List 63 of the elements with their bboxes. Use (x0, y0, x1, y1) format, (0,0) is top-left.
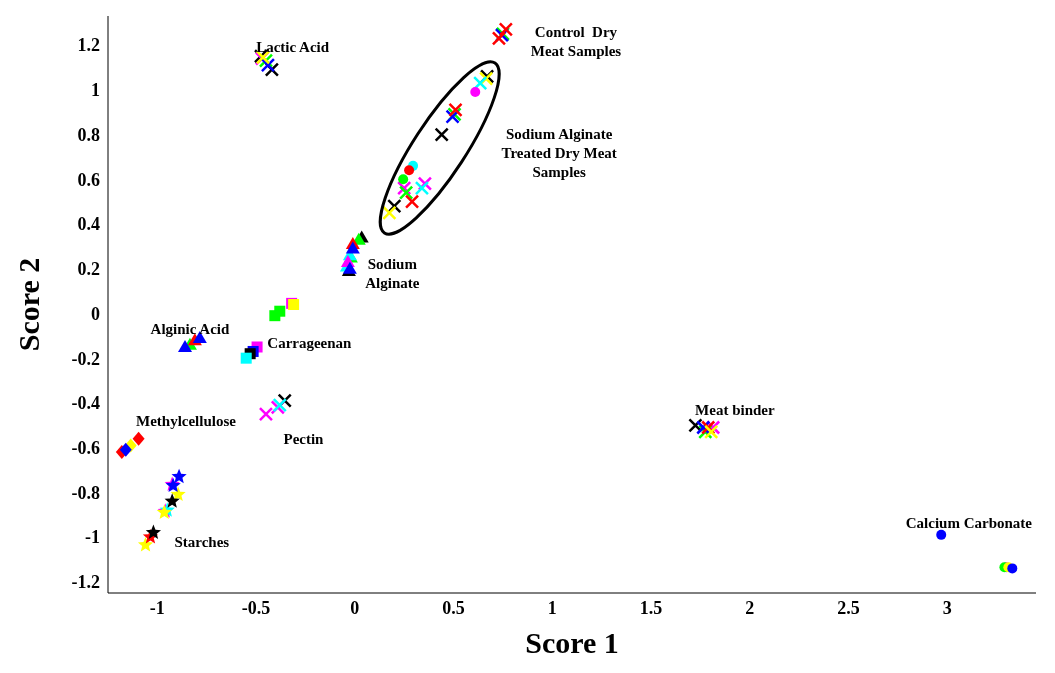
point (345, 241, 360, 254)
x-tick-label: -1 (149, 597, 165, 618)
x-tick-label: 1.5 (639, 597, 663, 618)
x-tick-label: 0.5 (442, 597, 465, 618)
point (498, 22, 514, 37)
annotation: Sodium Alginate (365, 256, 420, 292)
annotation: Control Dry Meat Samples (530, 23, 622, 59)
point (936, 529, 947, 540)
y-tick-label: -0.6 (71, 438, 100, 459)
x-tick-label: 1 (547, 597, 557, 618)
annotation: Lactic Acid (256, 39, 330, 56)
point (137, 536, 154, 552)
point (382, 205, 397, 221)
annotation: Starches (174, 533, 230, 550)
y-tick-label: 0.6 (77, 169, 100, 190)
y-tick-label: 0.4 (77, 214, 100, 235)
point (414, 180, 430, 196)
x-tick-label: 2 (745, 597, 755, 618)
point (178, 339, 192, 352)
point (398, 174, 409, 185)
annotation: Meat binder (695, 401, 776, 418)
y-tick-label: 0.2 (77, 259, 100, 280)
point (491, 31, 507, 46)
y-tick-label: 0 (91, 303, 100, 324)
annotation: Carrageenan (267, 334, 353, 351)
point (404, 194, 420, 209)
point (472, 75, 488, 91)
point (434, 127, 449, 142)
point (240, 352, 252, 364)
x-tick-label: 2.5 (837, 597, 860, 618)
y-tick-label: 0.8 (77, 124, 100, 145)
point (171, 468, 187, 484)
point (258, 406, 274, 422)
point (145, 524, 162, 540)
x-tick-label: 0 (350, 597, 360, 618)
point (132, 431, 145, 446)
y-axis-title: Score 2 (11, 257, 45, 352)
point (170, 486, 186, 502)
annotation: Methylcellulose (136, 412, 237, 429)
point (404, 165, 415, 176)
y-tick-label: -0.4 (71, 393, 100, 414)
y-tick-label: 1 (91, 80, 100, 101)
point (1007, 563, 1018, 574)
x-tick-label: -0.5 (241, 597, 271, 618)
annotation: Sodium Alginate Treated Dry Meat Samples (501, 126, 617, 181)
annotation: Calcium Carbonate (905, 514, 1033, 531)
point (269, 310, 281, 322)
annotation: Pectin (283, 430, 325, 447)
point (470, 87, 481, 98)
y-tick-label: 1.2 (77, 35, 100, 56)
point (703, 424, 719, 440)
x-axis-title: Score 1 (525, 626, 619, 659)
point (119, 442, 132, 457)
y-tick-label: -0.8 (71, 482, 100, 503)
annotation: Alginic Acid (150, 321, 230, 338)
y-tick-label: -0.2 (71, 348, 100, 369)
y-tick-label: -1.2 (71, 572, 100, 593)
point (398, 185, 414, 200)
x-tick-label: 3 (942, 597, 952, 618)
point (260, 57, 276, 73)
y-tick-label: -1 (85, 527, 100, 548)
point (448, 102, 463, 118)
point (164, 493, 180, 508)
